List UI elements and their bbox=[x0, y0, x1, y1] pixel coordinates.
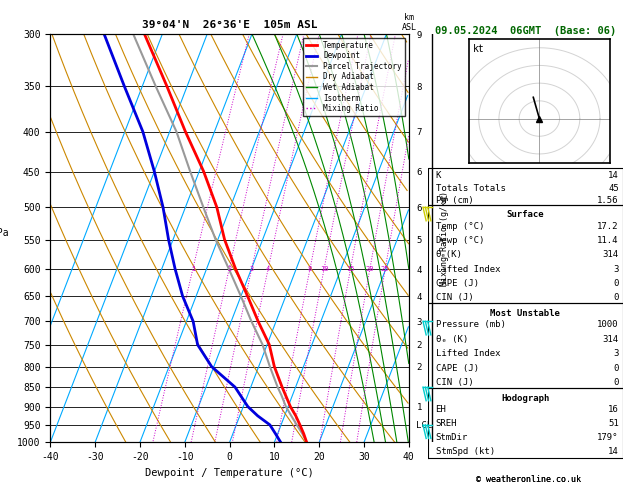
Text: 2: 2 bbox=[227, 266, 231, 272]
Text: 51: 51 bbox=[608, 419, 619, 428]
Text: Lifted Index: Lifted Index bbox=[435, 349, 500, 358]
Text: km
ASL: km ASL bbox=[401, 13, 416, 32]
Text: CIN (J): CIN (J) bbox=[435, 293, 473, 302]
Text: 0: 0 bbox=[613, 279, 619, 288]
Text: 3: 3 bbox=[250, 266, 253, 272]
Text: 25: 25 bbox=[381, 266, 389, 272]
Y-axis label: Mixing Ratio (g/kg): Mixing Ratio (g/kg) bbox=[440, 191, 448, 286]
Text: PW (cm): PW (cm) bbox=[435, 196, 473, 205]
Text: © weatheronline.co.uk: © weatheronline.co.uk bbox=[476, 474, 581, 484]
Text: θₑ (K): θₑ (K) bbox=[435, 334, 468, 344]
Text: 15: 15 bbox=[346, 266, 355, 272]
X-axis label: Dewpoint / Temperature (°C): Dewpoint / Temperature (°C) bbox=[145, 468, 314, 478]
Text: 20: 20 bbox=[365, 266, 374, 272]
Text: K: K bbox=[435, 172, 441, 180]
Text: StmSpd (kt): StmSpd (kt) bbox=[435, 448, 494, 456]
Text: Temp (°C): Temp (°C) bbox=[435, 222, 484, 230]
Text: 314: 314 bbox=[603, 334, 619, 344]
Title: 39°04'N  26°36'E  105m ASL: 39°04'N 26°36'E 105m ASL bbox=[142, 20, 318, 31]
Text: 3: 3 bbox=[613, 264, 619, 274]
Text: 3: 3 bbox=[613, 349, 619, 358]
Legend: Temperature, Dewpoint, Parcel Trajectory, Dry Adiabat, Wet Adiabat, Isotherm, Mi: Temperature, Dewpoint, Parcel Trajectory… bbox=[303, 38, 405, 116]
Text: CAPE (J): CAPE (J) bbox=[435, 279, 479, 288]
Text: Pressure (mb): Pressure (mb) bbox=[435, 320, 505, 329]
Y-axis label: hPa: hPa bbox=[0, 228, 9, 238]
Text: StmDir: StmDir bbox=[435, 433, 468, 442]
Text: Lifted Index: Lifted Index bbox=[435, 264, 500, 274]
Text: 4: 4 bbox=[266, 266, 270, 272]
Text: 1: 1 bbox=[191, 266, 195, 272]
Text: 179°: 179° bbox=[598, 433, 619, 442]
Text: CAPE (J): CAPE (J) bbox=[435, 364, 479, 373]
Text: EH: EH bbox=[435, 405, 446, 414]
Text: 14: 14 bbox=[608, 448, 619, 456]
Text: SREH: SREH bbox=[435, 419, 457, 428]
Text: 14: 14 bbox=[608, 172, 619, 180]
Text: 45: 45 bbox=[608, 184, 619, 193]
Text: kt: kt bbox=[473, 44, 484, 54]
Text: 17.2: 17.2 bbox=[598, 222, 619, 230]
Text: © weatheronline.co.uk: © weatheronline.co.uk bbox=[476, 474, 581, 484]
Text: 314: 314 bbox=[603, 250, 619, 259]
Text: 1.56: 1.56 bbox=[598, 196, 619, 205]
Text: 11.4: 11.4 bbox=[598, 236, 619, 245]
Text: 0: 0 bbox=[613, 293, 619, 302]
Text: 8: 8 bbox=[308, 266, 312, 272]
Text: θₑ(K): θₑ(K) bbox=[435, 250, 462, 259]
Text: Surface: Surface bbox=[506, 210, 544, 219]
Text: 09.05.2024  06GMT  (Base: 06): 09.05.2024 06GMT (Base: 06) bbox=[435, 26, 616, 36]
Text: Totals Totals: Totals Totals bbox=[435, 184, 505, 193]
Text: 1000: 1000 bbox=[598, 320, 619, 329]
Text: CIN (J): CIN (J) bbox=[435, 378, 473, 387]
Text: 0: 0 bbox=[613, 378, 619, 387]
Text: 16: 16 bbox=[608, 405, 619, 414]
Text: Hodograph: Hodograph bbox=[501, 394, 549, 403]
Text: 0: 0 bbox=[613, 364, 619, 373]
Text: 10: 10 bbox=[320, 266, 328, 272]
Text: Dewp (°C): Dewp (°C) bbox=[435, 236, 484, 245]
Text: Most Unstable: Most Unstable bbox=[490, 309, 560, 318]
